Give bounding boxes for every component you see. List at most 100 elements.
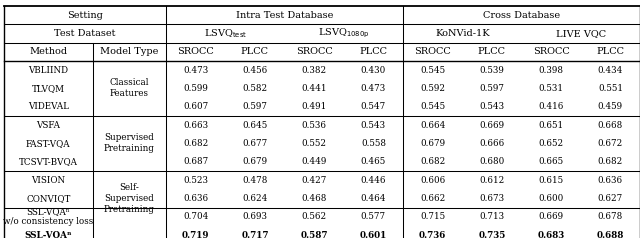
Text: SSL-VQAⁿ: SSL-VQAⁿ [24, 231, 72, 238]
Text: FAST-VQA: FAST-VQA [26, 139, 70, 148]
Text: 0.416: 0.416 [538, 102, 564, 111]
Text: Self-
Supervised
Pretraining: Self- Supervised Pretraining [104, 183, 155, 214]
Text: Classical
Features: Classical Features [109, 78, 149, 99]
Text: 0.543: 0.543 [361, 121, 386, 129]
Text: VIDEVAL: VIDEVAL [28, 102, 69, 111]
Text: 0.456: 0.456 [243, 66, 268, 74]
Text: 0.736: 0.736 [419, 231, 446, 238]
Text: 0.704: 0.704 [183, 212, 209, 221]
Text: Test Dataset: Test Dataset [54, 29, 116, 38]
Text: 0.627: 0.627 [598, 194, 623, 203]
Text: 0.678: 0.678 [598, 212, 623, 221]
Text: 0.536: 0.536 [301, 121, 326, 129]
Text: 0.543: 0.543 [479, 102, 504, 111]
Text: 0.597: 0.597 [243, 102, 268, 111]
Text: SSL-VQAⁿ
w/o consistency loss: SSL-VQAⁿ w/o consistency loss [3, 207, 93, 226]
Text: 0.468: 0.468 [301, 194, 327, 203]
Text: 0.713: 0.713 [479, 212, 504, 221]
Text: 0.668: 0.668 [598, 121, 623, 129]
Text: SROCC: SROCC [414, 47, 451, 56]
Text: 0.687: 0.687 [183, 157, 208, 166]
Text: 0.577: 0.577 [361, 212, 386, 221]
Text: KoNVid-1K: KoNVid-1K [435, 29, 490, 38]
Text: 0.427: 0.427 [301, 176, 327, 184]
Text: 0.473: 0.473 [361, 84, 386, 93]
Text: 0.582: 0.582 [243, 84, 268, 93]
Text: 0.645: 0.645 [243, 121, 268, 129]
Text: 0.682: 0.682 [598, 157, 623, 166]
Text: VISION: VISION [31, 176, 65, 184]
Text: 0.459: 0.459 [598, 102, 623, 111]
Text: 0.664: 0.664 [420, 121, 445, 129]
Text: 0.662: 0.662 [420, 194, 445, 203]
Text: LSVQ$_{\rm 1080p}$: LSVQ$_{\rm 1080p}$ [318, 27, 369, 40]
Text: 0.545: 0.545 [420, 102, 445, 111]
Text: 0.677: 0.677 [243, 139, 268, 148]
Text: 0.679: 0.679 [243, 157, 268, 166]
Text: CONVIQT: CONVIQT [26, 194, 70, 203]
Text: 0.665: 0.665 [539, 157, 564, 166]
Text: Setting: Setting [67, 11, 103, 20]
Text: 0.651: 0.651 [539, 121, 564, 129]
Text: PLCC: PLCC [596, 47, 625, 56]
Text: 0.636: 0.636 [183, 194, 208, 203]
Text: SROCC: SROCC [296, 47, 333, 56]
Text: 0.597: 0.597 [479, 84, 504, 93]
Text: 0.669: 0.669 [539, 212, 564, 221]
Text: Intra Test Database: Intra Test Database [236, 11, 333, 20]
Text: 0.615: 0.615 [539, 176, 564, 184]
Text: 0.449: 0.449 [301, 157, 327, 166]
Text: LSVQ$_{\rm test}$: LSVQ$_{\rm test}$ [204, 27, 247, 40]
Text: 0.606: 0.606 [420, 176, 445, 184]
Text: 0.539: 0.539 [479, 66, 504, 74]
Text: 0.682: 0.682 [420, 157, 445, 166]
Text: SROCC: SROCC [177, 47, 214, 56]
Text: SROCC: SROCC [532, 47, 570, 56]
Text: 0.663: 0.663 [183, 121, 208, 129]
Text: 0.679: 0.679 [420, 139, 445, 148]
Text: 0.491: 0.491 [301, 102, 327, 111]
Text: 0.430: 0.430 [361, 66, 386, 74]
Text: Method: Method [29, 47, 67, 56]
Text: 0.735: 0.735 [478, 231, 506, 238]
Text: 0.531: 0.531 [539, 84, 564, 93]
Text: PLCC: PLCC [478, 47, 506, 56]
Text: 0.715: 0.715 [420, 212, 445, 221]
Text: PLCC: PLCC [241, 47, 269, 56]
Text: 0.562: 0.562 [301, 212, 326, 221]
Text: 0.682: 0.682 [183, 139, 208, 148]
Text: 0.465: 0.465 [361, 157, 386, 166]
Text: 0.673: 0.673 [479, 194, 504, 203]
Text: 0.688: 0.688 [596, 231, 624, 238]
Text: 0.523: 0.523 [183, 176, 208, 184]
Text: 0.587: 0.587 [300, 231, 328, 238]
Text: 0.717: 0.717 [241, 231, 269, 238]
Text: 0.636: 0.636 [598, 176, 623, 184]
Text: 0.473: 0.473 [183, 66, 208, 74]
Text: 0.600: 0.600 [538, 194, 564, 203]
Text: 0.478: 0.478 [242, 176, 268, 184]
Text: Supervised
Pretraining: Supervised Pretraining [104, 133, 155, 154]
Text: 0.547: 0.547 [361, 102, 386, 111]
Text: 0.624: 0.624 [242, 194, 268, 203]
Text: 0.669: 0.669 [479, 121, 504, 129]
Text: 0.601: 0.601 [360, 231, 387, 238]
Text: VBLIIND: VBLIIND [28, 66, 68, 74]
Text: 0.599: 0.599 [183, 84, 208, 93]
Text: 0.464: 0.464 [361, 194, 386, 203]
Text: 0.607: 0.607 [183, 102, 208, 111]
Text: 0.612: 0.612 [479, 176, 504, 184]
Text: 0.652: 0.652 [539, 139, 564, 148]
Text: 0.683: 0.683 [538, 231, 564, 238]
Text: TCSVT-BVQA: TCSVT-BVQA [19, 157, 78, 166]
Text: 0.441: 0.441 [301, 84, 327, 93]
Text: 0.672: 0.672 [598, 139, 623, 148]
Text: 0.446: 0.446 [361, 176, 386, 184]
Text: TLVQM: TLVQM [32, 84, 65, 93]
Text: 0.382: 0.382 [301, 66, 326, 74]
Text: 0.398: 0.398 [539, 66, 564, 74]
Text: Cross Database: Cross Database [483, 11, 560, 20]
Text: 0.434: 0.434 [598, 66, 623, 74]
Text: 0.719: 0.719 [182, 231, 209, 238]
Text: 0.680: 0.680 [479, 157, 504, 166]
